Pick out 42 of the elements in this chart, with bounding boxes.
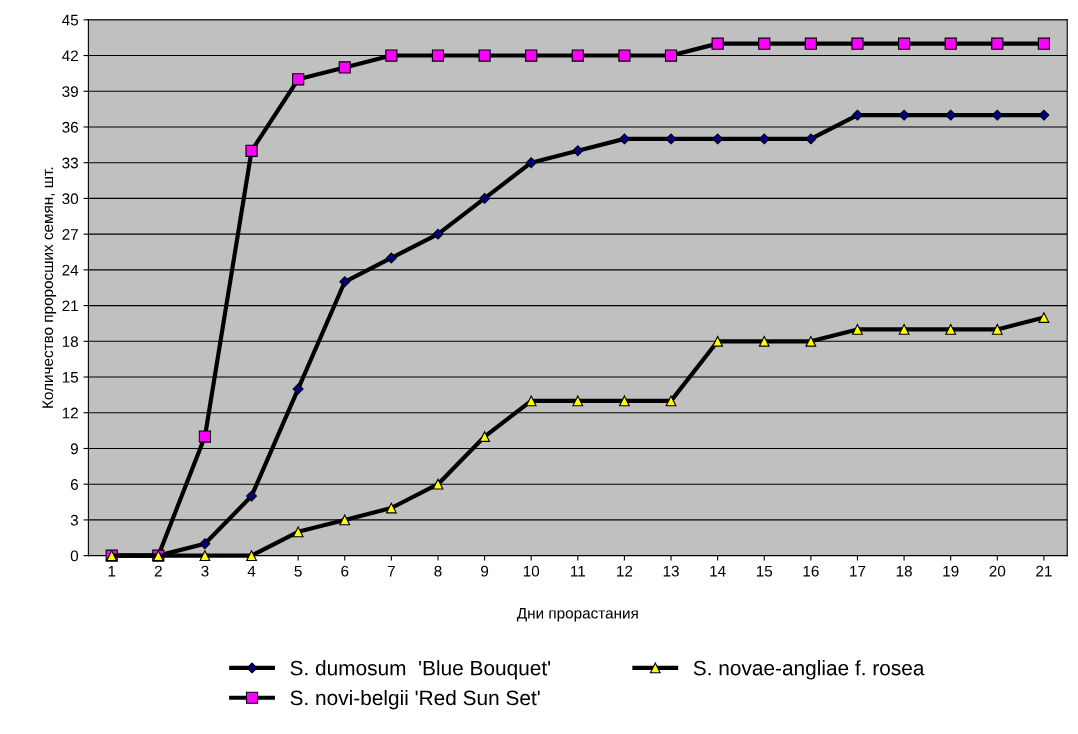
x-tick-label: 10 [523,565,540,577]
x-tick-label: 14 [710,565,726,577]
x-tick-label: 15 [756,565,773,577]
legend-label: S. novae-angliae f. rosea [693,660,925,680]
x-tick-label: 1 [108,565,116,577]
x-tick-label: 9 [481,565,489,577]
y-tick-label: 39 [62,86,78,97]
x-tick-label: 11 [571,565,585,577]
x-tick-label: 2 [154,565,162,577]
x-tick-label: 19 [943,565,959,577]
x-tick-label: 13 [663,565,679,577]
y-tick-label: 6 [70,479,78,490]
x-tick-label: 8 [434,565,442,577]
y-tick-label: 24 [62,264,79,276]
x-tick-label: 18 [896,565,912,577]
x-tick-label: 12 [617,565,633,577]
x-tick-label: 21 [1036,565,1052,577]
y-tick-label: 18 [62,336,79,347]
y-tick-label: 12 [62,407,78,419]
y-tick-label: 3 [70,514,78,526]
x-axis-title: Дни прорастания [516,607,638,622]
y-tick-label: 33 [62,157,78,169]
y-tick-label: 30 [62,193,79,205]
x-tick-label: 4 [247,565,256,577]
y-tick-label: 15 [62,372,79,383]
y-tick-label: 0 [70,550,79,562]
x-tick-label: 5 [294,565,302,577]
y-tick-label: 27 [62,229,78,240]
y-tick-label: 9 [70,443,78,455]
y-tick-label: 36 [62,121,78,133]
x-tick-label: 16 [803,565,819,577]
x-tick-label: 3 [201,565,209,577]
x-tick-label: 6 [341,565,349,577]
y-tick-label: 21 [62,300,78,312]
x-tick-label: 17 [850,565,866,577]
x-tick-label: 7 [387,565,395,577]
y-axis-title: Количество проросших семян, шт. [42,167,57,408]
legend-label: S. novi-belgii 'Red Sun Set' [290,689,540,710]
legend-label: S. dumosum 'Blue Bouquet' [290,660,551,680]
x-tick-label: 20 [989,565,1006,577]
y-tick-label: 45 [62,14,79,26]
y-tick-label: 42 [62,50,78,62]
